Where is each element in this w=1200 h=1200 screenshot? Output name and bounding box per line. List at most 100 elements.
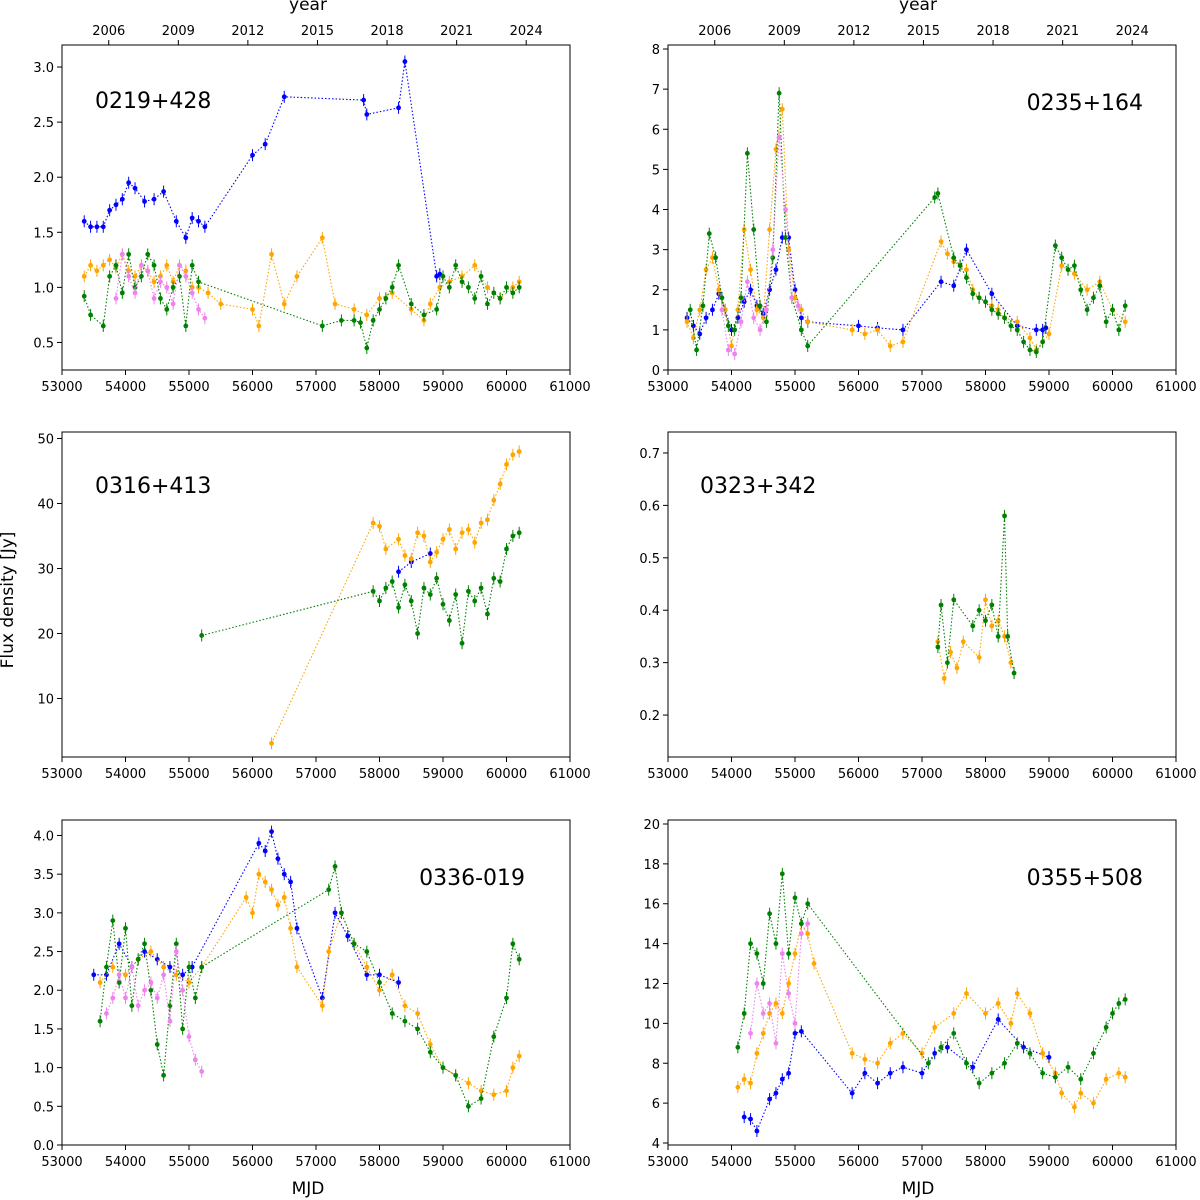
data-point (415, 1026, 420, 1032)
x-tick-label: 57000 (901, 380, 942, 395)
y-tick-label: 4 (652, 204, 660, 219)
data-point (167, 1018, 173, 1024)
data-point (446, 284, 452, 290)
y-tick-label: 0.0 (33, 1139, 54, 1154)
series-2 (735, 867, 1128, 1090)
data-point (421, 533, 427, 539)
x-tick-label: 60000 (1092, 767, 1133, 782)
data-point (377, 295, 382, 301)
y-tick-label: 0.5 (33, 336, 54, 351)
data-point (97, 980, 103, 985)
data-point (364, 949, 370, 954)
data-point (319, 995, 325, 1001)
data-point (510, 941, 516, 947)
data-point (389, 284, 395, 290)
data-point (123, 925, 128, 931)
data-point (792, 895, 798, 901)
data-point (1103, 1076, 1109, 1082)
data-point (199, 633, 205, 638)
series-1 (735, 917, 1128, 1114)
y-tick-label: 0 (652, 364, 660, 379)
x-tick-label: 54000 (105, 1155, 146, 1170)
x-tick-label: 58000 (965, 1155, 1006, 1170)
data-point (773, 146, 779, 152)
data-point (754, 1050, 760, 1056)
data-point (1116, 1001, 1122, 1006)
series-0 (91, 825, 401, 1004)
data-point (887, 343, 893, 349)
y-tick-label: 4 (652, 1137, 660, 1152)
data-point (964, 247, 969, 253)
x-tick-label: 57000 (901, 1155, 942, 1170)
data-point (741, 1114, 747, 1120)
data-point (767, 1001, 772, 1006)
data-point (269, 740, 274, 746)
x-tick-label: 58000 (359, 1155, 400, 1170)
data-point (767, 911, 772, 917)
x-tick-label: 54000 (105, 380, 146, 395)
data-point (691, 335, 696, 341)
data-point (1091, 1100, 1096, 1106)
data-point (729, 343, 734, 349)
y-tick-label: 3.5 (33, 868, 54, 883)
data-point (786, 981, 792, 986)
data-point (408, 301, 414, 307)
x-tick-label: 60000 (486, 767, 527, 782)
series-line (105, 951, 203, 1072)
data-point (779, 106, 785, 112)
y-tick-label: 2 (652, 284, 660, 299)
data-point (748, 1116, 753, 1122)
data-point (951, 255, 957, 261)
panel-0336-019: 53000 54000 55000 56000 57000 58000 59000 60000… (33, 819, 591, 1170)
bottom-axis-label-left: MJD (292, 1179, 325, 1199)
data-point (186, 980, 192, 985)
year-tick-label: 2021 (1046, 24, 1079, 39)
x-tick-label: 54000 (711, 767, 752, 782)
x-tick-label: 59000 (422, 380, 463, 395)
y-tick-label: 2.5 (33, 946, 54, 961)
data-point (516, 1053, 522, 1059)
data-point (466, 1103, 471, 1109)
data-point (116, 972, 122, 978)
data-point (218, 301, 224, 307)
data-point (1014, 327, 1020, 333)
panel-0235+164: 53000 54000 55000 56000 57000 58000 59000 60000… (647, 24, 1196, 395)
data-point (123, 995, 128, 1001)
data-point (173, 972, 179, 978)
data-point (792, 1030, 798, 1036)
data-point (396, 980, 401, 985)
data-point (332, 301, 338, 307)
data-point (504, 284, 509, 290)
data-point (256, 840, 262, 846)
x-tick-label: 53000 (41, 380, 82, 395)
top-axis-label-right: year (899, 0, 937, 15)
data-point (339, 318, 344, 323)
data-point (110, 918, 116, 923)
x-tick-label: 61000 (549, 1155, 590, 1170)
data-point (516, 530, 522, 536)
data-point (129, 964, 135, 970)
data-point (983, 299, 988, 305)
data-point (177, 262, 182, 268)
data-point (786, 247, 792, 253)
data-point (275, 902, 281, 908)
data-point (158, 295, 163, 301)
data-point (710, 307, 715, 313)
y-tick-label: 0.4 (639, 604, 660, 619)
data-point (113, 202, 119, 208)
data-point (491, 497, 497, 503)
series-3 (748, 917, 811, 1050)
data-point (88, 262, 93, 268)
data-point (281, 871, 287, 877)
y-tick-label: 0.6 (639, 499, 660, 514)
data-point (472, 262, 478, 268)
data-point (510, 290, 516, 296)
data-point (1052, 1074, 1058, 1080)
data-point (1110, 1011, 1115, 1016)
data-point (183, 273, 189, 279)
data-point (164, 307, 170, 312)
data-point (964, 275, 969, 281)
y-tick-label: 1.5 (33, 226, 54, 241)
data-point (919, 1070, 925, 1076)
y-tick-label: 8 (652, 1057, 660, 1072)
